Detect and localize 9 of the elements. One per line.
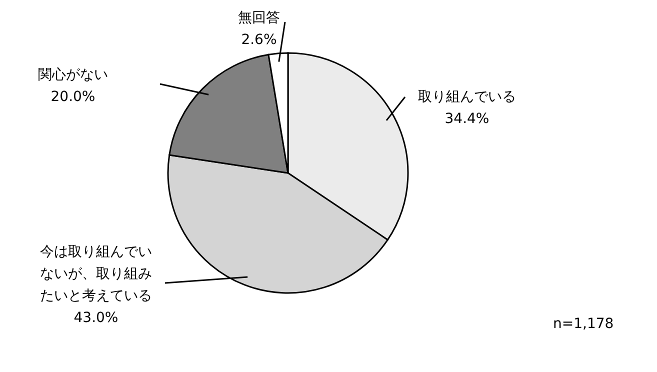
- slice-label: 無回答: [238, 10, 280, 26]
- data-label: 34.4%: [444, 111, 490, 127]
- data-label: 2.6%: [241, 32, 277, 48]
- data-label: 20.0%: [50, 89, 96, 105]
- slice-label: 取り組んでいる: [418, 89, 516, 105]
- slice-label: 関心がない: [38, 67, 108, 83]
- slice-label: 今は取り組んでいないが、取り組みたいと考えている: [40, 244, 152, 304]
- text: n=1,178: [553, 316, 614, 332]
- data-label: 43.0%: [74, 310, 118, 326]
